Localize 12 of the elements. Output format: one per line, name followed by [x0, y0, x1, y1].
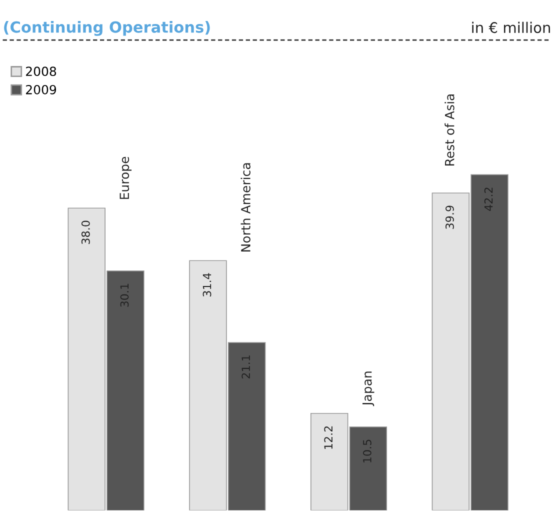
x-tick-label: Europe — [120, 156, 132, 199]
legend-label: 2008 — [26, 66, 56, 76]
data-label: 31.4 — [202, 273, 212, 296]
data-label: 38.0 — [81, 220, 90, 244]
data-label: 39.9 — [446, 206, 454, 229]
data-label: 12.2 — [324, 426, 332, 449]
text: in € million — [472, 22, 550, 34]
x-tick-label: North America — [240, 163, 250, 252]
legend-label: 2009 — [26, 84, 56, 94]
chart-title: (Continuing Operations) — [4, 21, 210, 36]
x-tick-label: Rest of Asia — [444, 94, 454, 166]
x-tick-label: Japan — [362, 372, 374, 406]
